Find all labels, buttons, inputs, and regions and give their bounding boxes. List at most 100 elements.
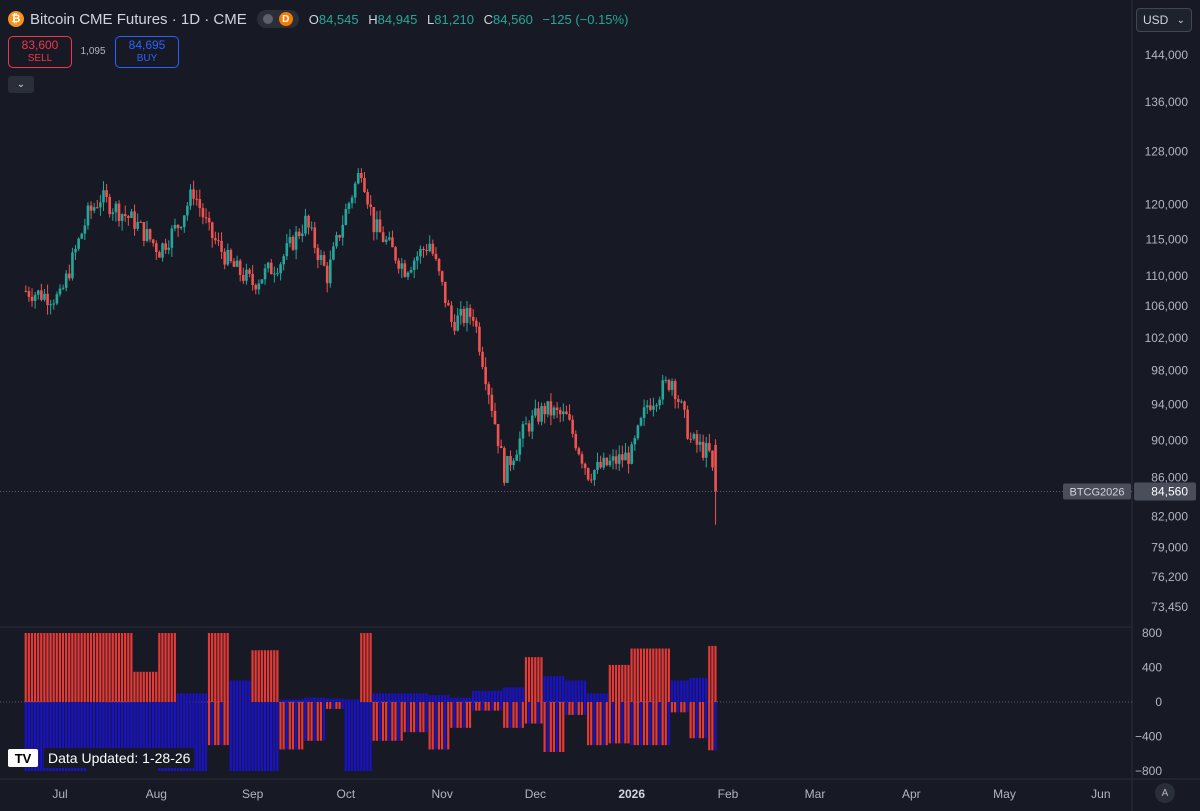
candle-body — [543, 405, 546, 415]
auto-scale-button[interactable]: A — [1155, 783, 1175, 803]
indicator-bar — [577, 702, 580, 715]
candle-body — [562, 411, 565, 415]
candle-body — [428, 243, 432, 252]
indicator-bar — [77, 633, 80, 702]
market-status-icon — [262, 14, 273, 24]
indicator-bar — [313, 697, 316, 702]
indicator-bar — [220, 702, 223, 746]
status-pill[interactable]: D — [256, 10, 299, 28]
candle-body — [577, 448, 581, 455]
indicator-bar — [307, 697, 310, 702]
indicator-bar — [425, 693, 428, 702]
candle-body — [471, 316, 475, 321]
indicator-bar — [484, 690, 487, 702]
currency-select[interactable]: USD ⌄ — [1136, 8, 1192, 32]
indicator-bar — [416, 693, 419, 702]
indicator-bar — [49, 702, 52, 771]
indicator-bar — [61, 702, 65, 771]
candle-body — [440, 271, 444, 282]
candle-body — [176, 224, 180, 229]
indicator-bar — [24, 633, 27, 702]
candle-body — [490, 394, 494, 411]
indicator-bar — [468, 702, 472, 728]
candle-body — [123, 214, 127, 217]
candle-body — [621, 454, 624, 461]
candle-body — [518, 438, 522, 455]
indicator-bar — [155, 671, 158, 702]
candle-body — [235, 260, 239, 267]
candle-body — [549, 401, 553, 416]
indicator-bar — [559, 702, 562, 753]
indicator-bar — [58, 633, 61, 702]
sell-label: SELL — [27, 53, 53, 64]
candle-body — [593, 469, 596, 480]
buy-button[interactable]: 84,695 BUY — [115, 36, 179, 68]
indicator-bar — [496, 690, 500, 702]
indicator-bar — [226, 633, 229, 702]
indicator-bar — [322, 697, 326, 702]
candle-body — [683, 401, 686, 410]
symbol-title[interactable]: Bitcoin CME Futures · 1D · CME — [30, 10, 247, 28]
indicator-bar — [422, 702, 425, 733]
sell-button[interactable]: 83,600 SELL — [8, 36, 72, 68]
indicator-bar — [198, 693, 201, 702]
indicator-axis[interactable]: 800 400 0 −400 −800 — [1135, 626, 1162, 778]
data-updated-badge: TV Data Updated: 1-28-26 — [8, 746, 195, 770]
indicator-bar — [183, 693, 186, 702]
indicator-bar — [518, 687, 521, 702]
indicator-bar — [92, 702, 96, 767]
candle-body — [111, 212, 115, 214]
indicator-bar — [562, 676, 565, 702]
indicator-bar — [614, 664, 618, 702]
candle-body — [80, 233, 84, 239]
time-axis[interactable]: Jul Aug Sep Oct Nov Dec 2026 Feb Mar Apr May Jun — [52, 787, 1110, 801]
low-value: 81,210 — [434, 11, 475, 27]
indicator-bar — [512, 702, 515, 728]
candle-body — [450, 305, 453, 322]
indicator-bar — [549, 702, 552, 753]
indicator-bar — [251, 702, 254, 771]
indicator-bar — [248, 680, 251, 702]
indicator-bar — [71, 633, 74, 702]
candle-body — [266, 262, 270, 269]
candlestick-series — [24, 168, 717, 525]
indicator-bar — [444, 695, 447, 702]
indicator-bar — [484, 702, 487, 711]
indicator-bar — [186, 693, 189, 702]
candle-body — [304, 215, 307, 234]
indicator-bar — [475, 690, 478, 702]
indicator-bar — [285, 699, 288, 702]
indicator-bar — [266, 702, 270, 771]
indicator-bar — [543, 676, 546, 702]
candle-body — [645, 405, 649, 408]
collapse-legend-button[interactable]: ⌄ — [8, 76, 34, 93]
indicator-bar — [450, 697, 453, 702]
candle-body — [664, 379, 668, 381]
indicator-bar — [347, 699, 350, 702]
indicator-bar — [155, 702, 158, 759]
indicator-bar — [304, 697, 307, 702]
indicator-bar — [105, 633, 108, 702]
indicator-bar — [478, 690, 481, 702]
indicator-bar — [590, 702, 593, 746]
indicator-bar — [705, 702, 708, 739]
indicator-bar — [108, 633, 111, 702]
indicator-bar — [332, 698, 335, 702]
indicator-bar — [201, 702, 204, 771]
indicator-bar — [357, 702, 360, 771]
indicator-bar — [102, 633, 105, 702]
candle-body — [64, 273, 68, 288]
price-axis[interactable]: 144,000 136,000 128,000 120,000 115,000 110,0… — [1145, 48, 1189, 614]
indicator-bar — [527, 702, 531, 724]
indicator-bar — [456, 697, 459, 702]
candle-body — [639, 418, 643, 426]
indicator-bar — [397, 702, 400, 741]
indicator-bar — [596, 693, 599, 702]
indicator-bar — [627, 702, 630, 744]
indicator-bar — [120, 633, 124, 702]
change-value: −125 (−0.15%) — [542, 11, 629, 27]
indicator-bar — [229, 702, 232, 771]
indicator-bar — [524, 702, 528, 724]
indicator-bar — [257, 650, 260, 702]
